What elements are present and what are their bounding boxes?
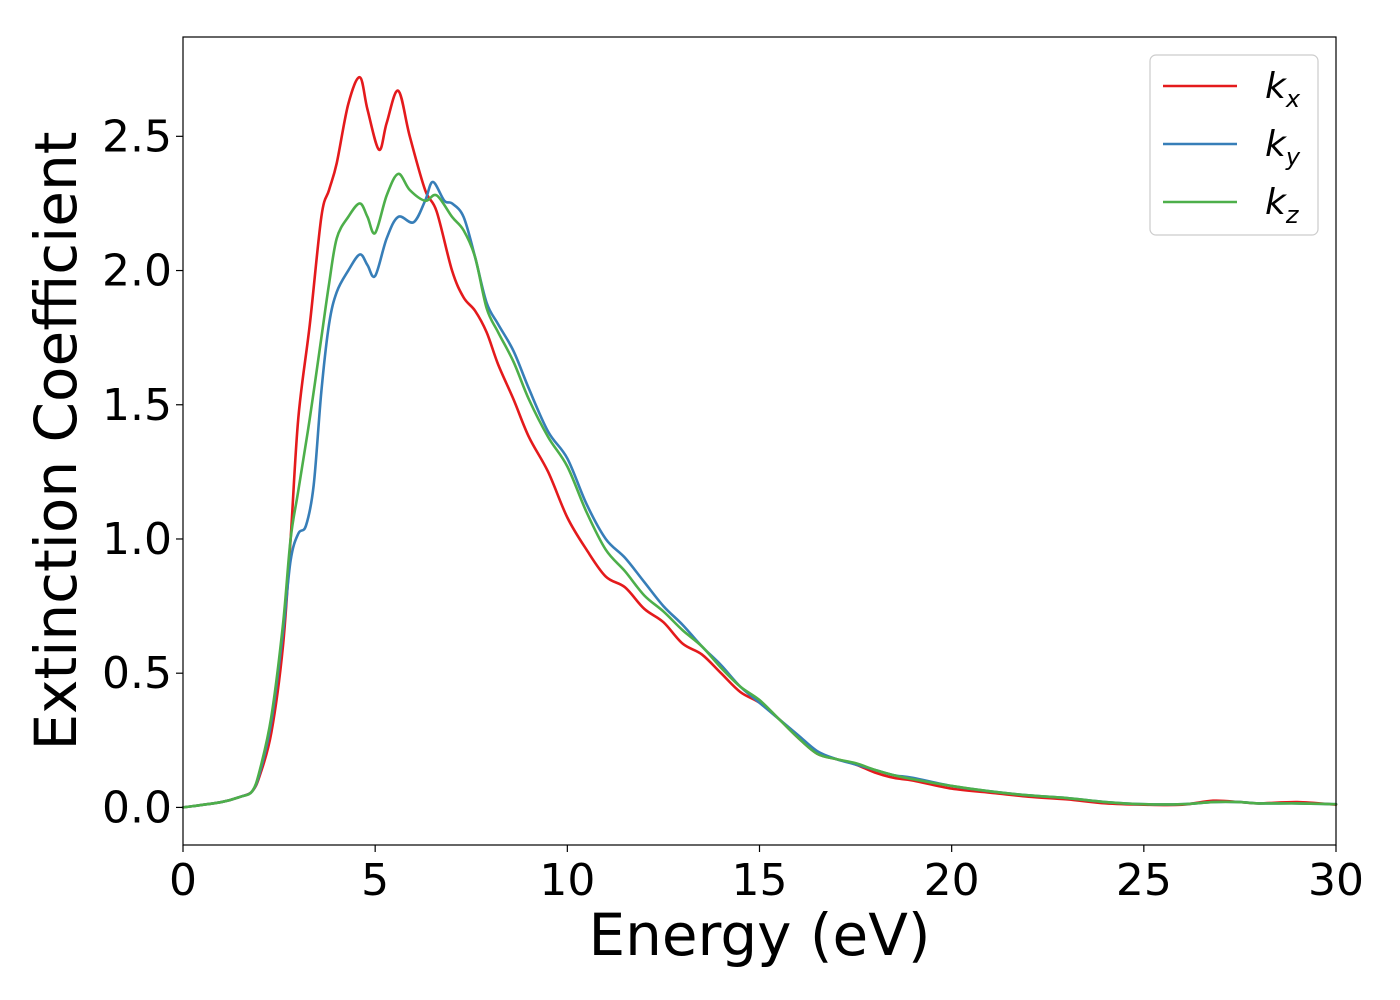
x-tick-label: 15 <box>732 855 788 906</box>
y-axis-ticks: 0.0 0.5 1.0 1.5 2.0 2.5 <box>102 111 183 833</box>
x-axis-title: Energy (eV) <box>588 901 930 969</box>
y-axis-title: Extinction Coefficient <box>22 132 90 751</box>
y-tick-label: 2.0 <box>102 246 172 297</box>
y-tick-label: 2.5 <box>102 111 172 162</box>
series-layer <box>181 75 1338 809</box>
y-tick-label: 0.0 <box>102 782 172 833</box>
x-tick-label: 0 <box>169 855 197 906</box>
x-tick-label: 30 <box>1308 855 1364 906</box>
x-tick-label: 25 <box>1116 855 1172 906</box>
x-tick-label: 5 <box>361 855 389 906</box>
y-tick-label: 1.5 <box>102 380 172 431</box>
y-tick-label: 0.5 <box>102 648 172 699</box>
y-tick-label: 1.0 <box>102 514 172 565</box>
x-axis-ticks: 0 5 10 15 20 25 30 <box>169 845 1364 906</box>
plot-background <box>183 37 1336 845</box>
series-line-z <box>181 172 1338 809</box>
x-tick-label: 20 <box>924 855 980 906</box>
series-line-x <box>181 75 1338 809</box>
x-tick-label: 10 <box>539 855 595 906</box>
